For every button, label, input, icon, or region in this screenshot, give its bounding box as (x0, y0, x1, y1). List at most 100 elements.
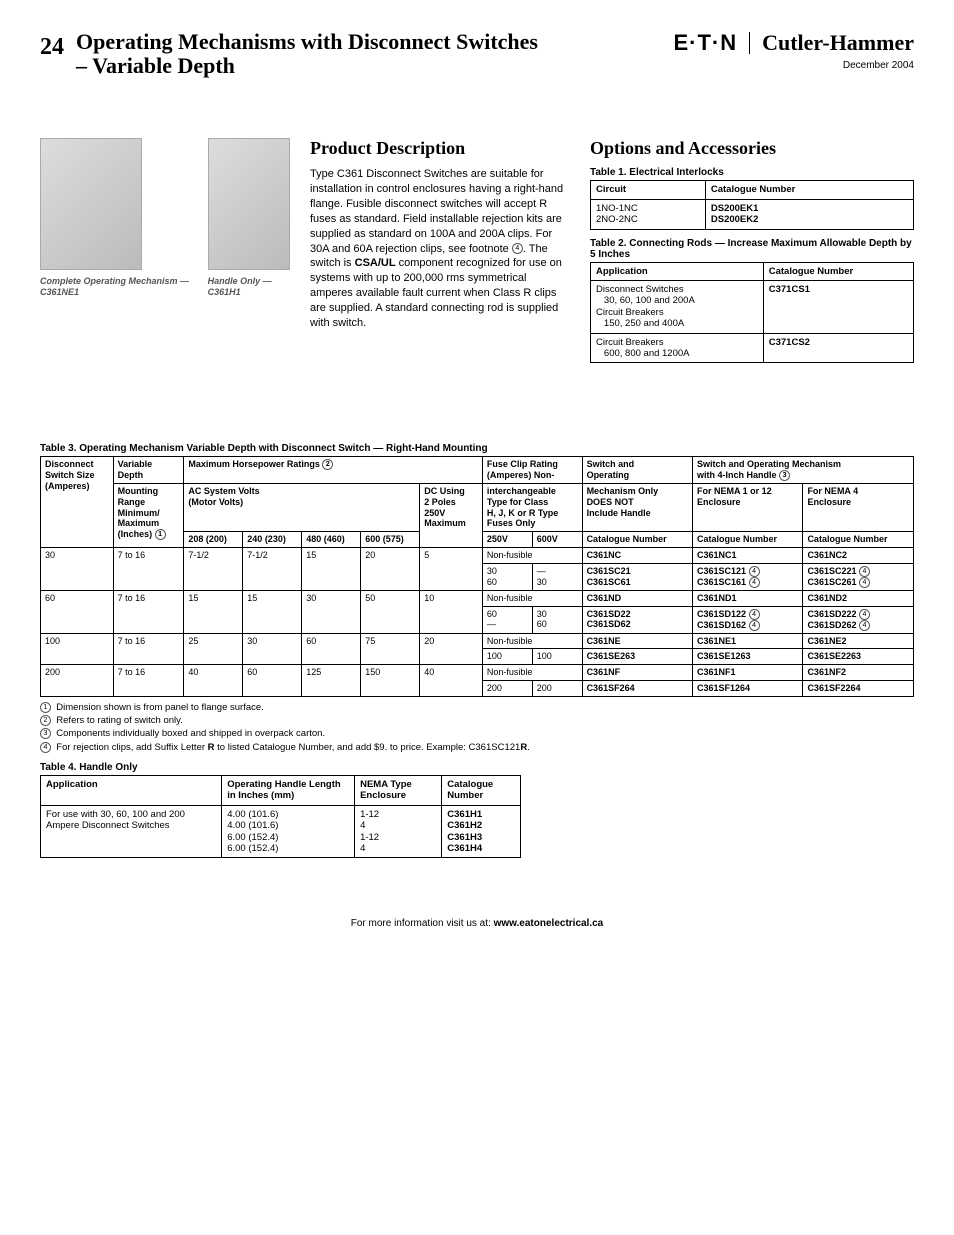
title-line-1: Operating Mechanisms with Disconnect Swi… (76, 29, 538, 54)
image-handle: Handle Only — C361H1 (208, 138, 290, 363)
table1: Circuit Catalogue Number 1NO-1NC 2NO-2NC… (590, 180, 914, 229)
td: C361H1C361H2C361H3C361H4 (442, 805, 520, 858)
table1-title: Table 1. Electrical Interlocks (590, 167, 914, 178)
footnote-1: 1 Dimension shown is from panel to flang… (40, 701, 914, 714)
th: 600 (575) (361, 532, 420, 548)
th: Switch and Operating Mechanismwith 4-Inc… (693, 457, 914, 484)
table4-title: Table 4. Handle Only (40, 762, 914, 773)
table-row: Disconnect Switches 30, 60, 100 and 200A… (591, 280, 914, 333)
th: 480 (460) (302, 532, 361, 548)
table2: Application Catalogue Number Disconnect … (590, 262, 914, 364)
table3-title: Table 3. Operating Mechanism Variable De… (40, 443, 914, 454)
td: For use with 30, 60, 100 and 200 Ampere … (41, 805, 222, 858)
table-row: 2007 to 16406012515040Non-fusibleC361NFC… (41, 665, 914, 681)
th: 208 (200) (184, 532, 243, 548)
table2-title: Table 2. Connecting Rods — Increase Maxi… (590, 238, 914, 260)
cell: DS200EK2 (711, 214, 759, 225)
cell: C371CS1 (769, 284, 810, 295)
product-description-body: Type C361 Disconnect Switches are suitab… (310, 167, 570, 330)
product-description-heading: Product Description (310, 138, 570, 159)
th: Operating Handle Length in Inches (mm) (222, 776, 355, 806)
th: Mechanism OnlyDOES NOTInclude Handle (582, 484, 692, 532)
th: Catalogue Number (442, 776, 520, 806)
th: Switch andOperating (582, 457, 692, 484)
th: interchangeableType for ClassH, J, K or … (482, 484, 582, 532)
th-catnum: Catalogue Number (705, 181, 913, 199)
top-section: Complete Operating Mechanism — C361NE1 H… (40, 138, 914, 363)
footnote-3: 3 Components individually boxed and ship… (40, 727, 914, 740)
caption-handle: Handle Only — C361H1 (208, 276, 290, 298)
options-accessories: Options and Accessories Table 1. Electri… (590, 138, 914, 363)
th: Catalogue Number (693, 532, 803, 548)
page-number: 24 (40, 34, 64, 61)
td: C371CS2 (763, 333, 913, 363)
mechanism-image-placeholder (40, 138, 142, 270)
td: Circuit Breakers 600, 800 and 1200A (591, 333, 764, 363)
td: DS200EK1 DS200EK2 (705, 199, 913, 229)
th: NEMA Type Enclosure (355, 776, 442, 806)
page-header: 24 Operating Mechanisms with Disconnect … (40, 30, 914, 78)
footnote-4: 4 For rejection clips, add Suffix Letter… (40, 741, 914, 754)
th: DC Using2 Poles250VMaximum (420, 484, 483, 548)
caption-mechanism: Complete Operating Mechanism — C361NE1 (40, 276, 198, 298)
th: Fuse Clip Rating(Amperes) Non- (482, 457, 582, 484)
table4: Application Operating Handle Length in I… (40, 775, 521, 858)
page-footer: For more information visit us at: www.ea… (40, 918, 914, 929)
options-heading: Options and Accessories (590, 138, 914, 159)
table-row: 1007 to 162530607520Non-fusibleC361NEC36… (41, 633, 914, 649)
table-row: 1NO-1NC 2NO-2NC DS200EK1 DS200EK2 (591, 199, 914, 229)
table-row: 307 to 167-1/27-1/215205Non-fusibleC361N… (41, 548, 914, 564)
image-mechanism: Complete Operating Mechanism — C361NE1 (40, 138, 198, 363)
table-row: 607 to 161515305010Non-fusibleC361NDC361… (41, 590, 914, 606)
cell: DS200EK1 (711, 203, 759, 214)
th: For NEMA 1 or 12Enclosure (693, 484, 803, 532)
header-date: December 2004 (673, 60, 914, 71)
td: 1NO-1NC 2NO-2NC (591, 199, 706, 229)
table-row: For use with 30, 60, 100 and 200 Ampere … (41, 805, 521, 858)
table3: DisconnectSwitch Size(Amperes) VariableD… (40, 456, 914, 697)
page-title: Operating Mechanisms with Disconnect Swi… (76, 30, 673, 78)
handle-image-placeholder (208, 138, 290, 270)
footer-text: For more information visit us at: (351, 918, 494, 929)
logo-divider (749, 32, 750, 54)
table-row: MountingRangeMinimum/Maximum(Inches) 1 A… (41, 484, 914, 532)
td: Disconnect Switches 30, 60, 100 and 200A… (591, 280, 764, 333)
th: Maximum Horsepower Ratings 2 (184, 457, 483, 484)
th: VariableDepth (113, 457, 184, 484)
th: Application (41, 776, 222, 806)
footnote-2: 2 Refers to rating of switch only. (40, 714, 914, 727)
product-description: Product Description Type C361 Disconnect… (310, 138, 570, 363)
th: Catalogue Number (803, 532, 914, 548)
product-images: Complete Operating Mechanism — C361NE1 H… (40, 138, 290, 363)
th: DisconnectSwitch Size(Amperes) (41, 457, 114, 548)
th-circuit: Circuit (591, 181, 706, 199)
th: AC System Volts(Motor Volts) (184, 484, 420, 532)
th: 240 (230) (243, 532, 302, 548)
table-row: Application Operating Handle Length in I… (41, 776, 521, 806)
footer-url: www.eatonelectrical.ca (494, 918, 604, 929)
table-row: Circuit Catalogue Number (591, 181, 914, 199)
th-app: Application (591, 262, 764, 280)
th: MountingRangeMinimum/Maximum(Inches) 1 (113, 484, 184, 548)
th: For NEMA 4Enclosure (803, 484, 914, 532)
th-catnum: Catalogue Number (763, 262, 913, 280)
header-right: E·T·N Cutler-Hammer December 2004 (673, 30, 914, 71)
title-line-2: – Variable Depth (76, 53, 235, 78)
cell: C371CS2 (769, 337, 810, 348)
table-row: DisconnectSwitch Size(Amperes) VariableD… (41, 457, 914, 484)
td: C371CS1 (763, 280, 913, 333)
th: Catalogue Number (582, 532, 692, 548)
logos: E·T·N Cutler-Hammer (673, 30, 914, 56)
footnote-ref-4-icon: 4 (512, 243, 523, 254)
table-row: Application Catalogue Number (591, 262, 914, 280)
th: 250V (482, 532, 532, 548)
td: 4.00 (101.6)4.00 (101.6)6.00 (152.4)6.00… (222, 805, 355, 858)
cell: 2NO-2NC (596, 214, 638, 225)
table-row: Circuit Breakers 600, 800 and 1200A C371… (591, 333, 914, 363)
cutler-hammer-logo: Cutler-Hammer (762, 30, 914, 56)
td: 1-1241-124 (355, 805, 442, 858)
eaton-logo: E·T·N (673, 30, 737, 56)
th: 600V (532, 532, 582, 548)
csa-ul-strong: CSA/UL (355, 257, 396, 269)
cell: 1NO-1NC (596, 203, 638, 214)
